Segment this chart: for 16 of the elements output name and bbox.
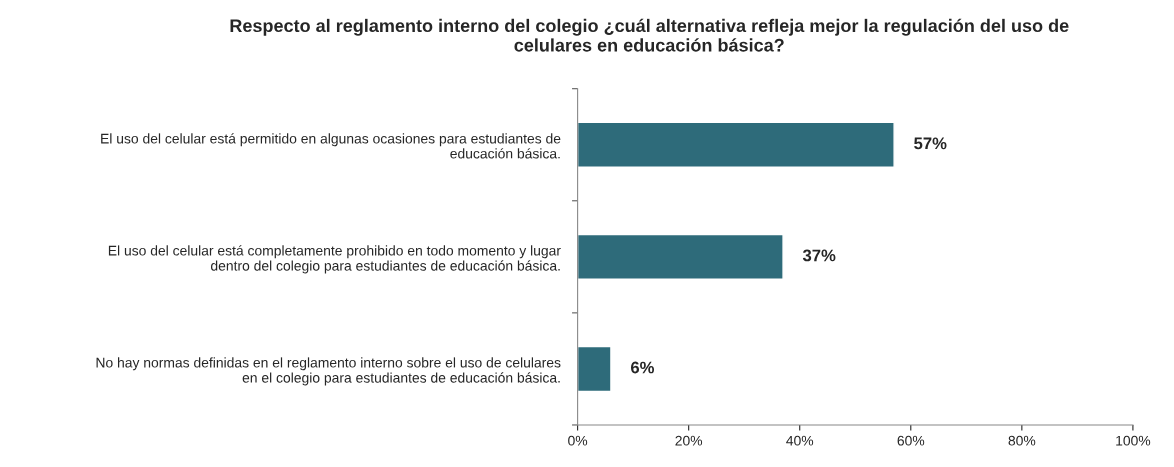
- x-tick-label: 80%: [1008, 435, 1036, 446]
- y-tick-label: El uso del celular está completamente prohibido en todo momento y lugar dentro del colegio para estudiantes de educación básica.: [108, 245, 561, 274]
- bar: [577, 121, 895, 168]
- y-tick-label: No hay normas definidas en el reglamento interno sobre el uso de celulares en el colegio para estudiantes de educación básica.: [96, 357, 561, 386]
- data-label: 6%: [630, 361, 655, 374]
- x-tick-label: 60%: [897, 435, 925, 446]
- x-tick-label: 40%: [786, 435, 814, 446]
- data-label: 37%: [802, 249, 836, 262]
- x-tick-label: 20%: [675, 435, 703, 446]
- x-tick-label: 0%: [568, 435, 588, 446]
- chart-title: Respecto al reglamento interno del colegio ¿cuál alternativa refleja mejor la regulación del uso de celulares en educación básica?: [230, 18, 1069, 52]
- bar: [577, 345, 612, 393]
- data-label: 57%: [914, 137, 947, 150]
- y-tick-label: El uso del celular está permitido en algunas ocasiones para estudiantes de educación básica.: [101, 133, 561, 159]
- x-tick-label: 100%: [1116, 435, 1151, 446]
- bar: [577, 233, 784, 280]
